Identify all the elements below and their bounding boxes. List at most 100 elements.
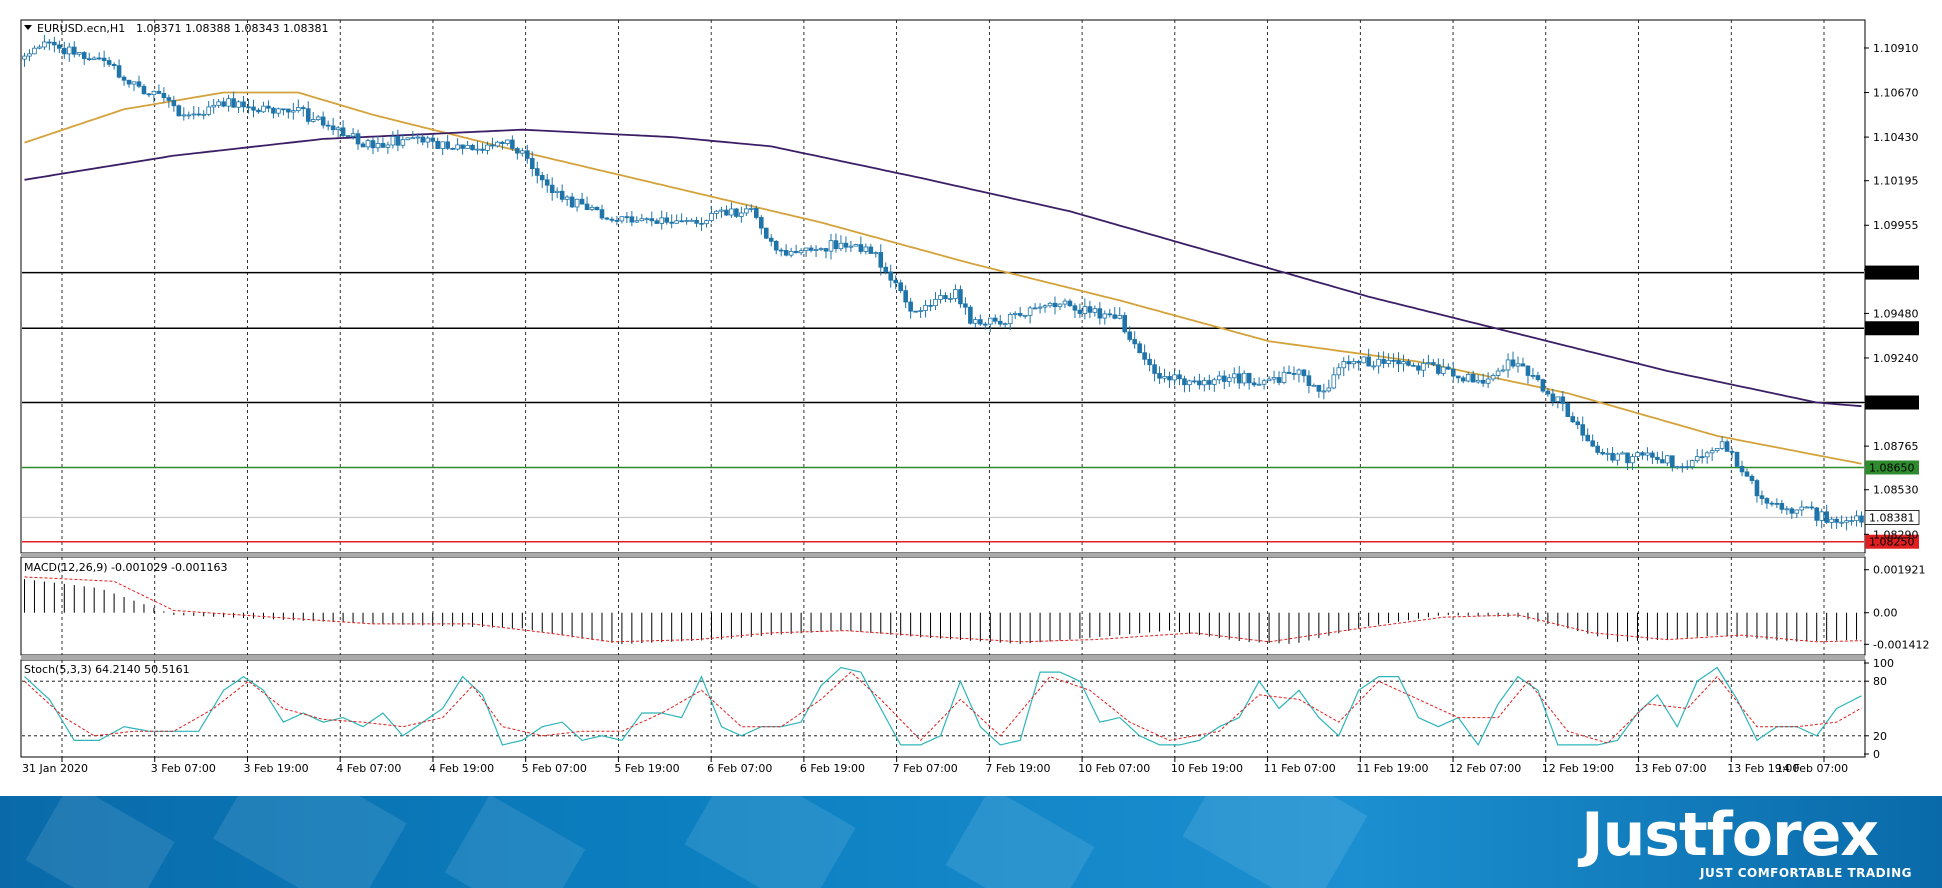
- symbol-label[interactable]: EURUSD.ecn,H1: [37, 22, 125, 35]
- candle-body: [868, 246, 874, 254]
- candle-body: [1416, 365, 1421, 371]
- candle-body: [1117, 315, 1123, 319]
- price-panel[interactable]: [20, 19, 1866, 554]
- candle-body: [1436, 364, 1441, 374]
- horizontal-levels[interactable]: 1.09700 1.09400 1.09000 1.08650 1.08250 1.083…: [22, 265, 1920, 549]
- candle-body: [1560, 396, 1566, 404]
- candle-body: [604, 217, 610, 220]
- candle-body: [793, 250, 799, 254]
- stoch-tick-label: 100: [1873, 657, 1894, 670]
- candle-body: [758, 217, 764, 229]
- x-tick-label: 11 Feb 07:00: [1264, 762, 1336, 775]
- candle-body: [1326, 387, 1332, 392]
- macd-signal-line: [24, 576, 1862, 643]
- decorative-shape: [684, 796, 856, 888]
- x-tick-label: 11 Feb 19:00: [1356, 762, 1428, 775]
- candle-body: [1132, 339, 1137, 345]
- candle-body: [1465, 373, 1471, 382]
- macd-panel[interactable]: [20, 556, 1866, 656]
- candle-body: [953, 289, 958, 299]
- candle-body: [345, 135, 351, 137]
- candle-body: [1376, 358, 1381, 367]
- candle-body: [624, 216, 630, 219]
- candle-body: [1217, 375, 1222, 381]
- candle-body: [1172, 374, 1177, 381]
- x-tick-label: 10 Feb 19:00: [1171, 762, 1243, 775]
- candle-body: [933, 298, 938, 307]
- candle-body: [1231, 373, 1237, 379]
- candle-body: [1824, 511, 1829, 523]
- candle-body: [1585, 434, 1590, 442]
- brand-logo: Justforex: [1581, 800, 1879, 870]
- candle-body: [1754, 480, 1760, 497]
- stoch-signal-line: [24, 671, 1862, 744]
- candle-body: [1759, 495, 1765, 499]
- candle-body: [1182, 378, 1187, 386]
- panel-separator-2[interactable]: [21, 655, 1865, 660]
- candle-body: [1092, 308, 1098, 313]
- candle-body: [460, 144, 465, 149]
- candle-body: [1490, 375, 1496, 380]
- trading-chart[interactable]: 1.09700 1.09400 1.09000 1.08650 1.08250 1.083…: [0, 0, 1942, 796]
- candle-body: [380, 143, 386, 148]
- candle-body: [1391, 359, 1396, 362]
- candle-body: [1157, 373, 1162, 379]
- candle-body: [1729, 450, 1735, 453]
- candle-body: [1067, 300, 1073, 307]
- panel-separator-1[interactable]: [21, 553, 1865, 557]
- price-level-tag: [1864, 510, 1920, 525]
- candle-body: [629, 216, 635, 223]
- candle-body: [76, 52, 82, 55]
- candle-body: [948, 298, 953, 300]
- symbol-dropdown-icon[interactable]: [24, 25, 32, 30]
- candle-body: [57, 44, 62, 49]
- candle-body: [505, 139, 510, 144]
- candle-body: [27, 53, 32, 57]
- candle-body: [1575, 421, 1581, 425]
- x-tick-label: 4 Feb 19:00: [429, 762, 494, 775]
- candle-body: [1366, 356, 1371, 367]
- candle-body: [121, 76, 127, 81]
- candle-body: [37, 46, 42, 49]
- candle-body: [1485, 378, 1491, 384]
- candle-body: [1495, 370, 1501, 376]
- candle-body: [539, 174, 545, 181]
- candle-body: [549, 184, 555, 194]
- candle-body: [544, 179, 550, 186]
- candle-body: [52, 41, 57, 46]
- candle-body: [878, 252, 884, 268]
- candle-body: [983, 323, 988, 326]
- candle-body: [47, 41, 52, 44]
- candle-body: [1441, 366, 1446, 374]
- candle-body: [1809, 506, 1815, 509]
- candle-body: [943, 295, 948, 300]
- candle-body: [236, 101, 241, 108]
- candle-body: [564, 196, 570, 200]
- price-level-label: 1.08650: [1869, 461, 1915, 474]
- candle-body: [1520, 363, 1526, 367]
- candle-body: [584, 203, 590, 211]
- candle-body: [305, 108, 311, 122]
- candle-body: [1241, 372, 1247, 384]
- candle-body: [654, 220, 660, 224]
- candle-body: [1147, 358, 1152, 366]
- candle-body: [1246, 372, 1252, 384]
- candle-body: [525, 150, 530, 159]
- candle-body: [729, 208, 734, 216]
- candle-body: [1012, 313, 1018, 315]
- decorative-shape: [945, 796, 1095, 888]
- x-tick-label: 6 Feb 07:00: [707, 762, 772, 775]
- candle-body: [1162, 376, 1167, 379]
- candle-body: [803, 247, 809, 252]
- candle-body: [1550, 393, 1556, 402]
- candle-body: [908, 301, 913, 312]
- y-tick-label: 1.09000: [1873, 397, 1919, 410]
- candle-body: [1540, 379, 1546, 392]
- candle-body: [385, 144, 391, 148]
- candle-body: [1361, 356, 1366, 364]
- candle-body: [116, 65, 122, 78]
- stoch-panel[interactable]: [20, 659, 1866, 758]
- candle-body: [1844, 520, 1849, 523]
- candle-body: [430, 137, 436, 142]
- candle-body: [1331, 374, 1337, 389]
